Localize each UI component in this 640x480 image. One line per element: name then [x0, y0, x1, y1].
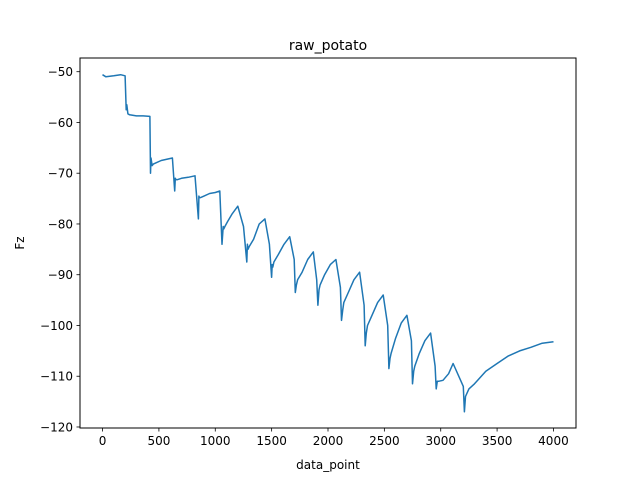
y-tick-label: −60 [48, 116, 73, 130]
plot-frame [79, 57, 577, 429]
chart-title: raw_potato [289, 38, 367, 54]
y-tick-label: −90 [48, 268, 73, 282]
y-tick-label: −120 [40, 420, 73, 434]
y-tick-label: −70 [48, 167, 73, 181]
x-tick-label: 500 [147, 434, 170, 448]
x-axis-label: data_point [296, 458, 360, 472]
y-axis-label: Fz [13, 236, 27, 249]
y-tick-label: −110 [40, 370, 73, 384]
y-tick-label: −100 [40, 319, 73, 333]
y-tick-label: −50 [48, 65, 73, 79]
x-tick-label: 3000 [425, 434, 456, 448]
x-tick-label: 4000 [538, 434, 569, 448]
x-tick-label: 1500 [256, 434, 287, 448]
x-axis-ticks: 0 500 1000 1500 2000 2500 3000 3500 4000 [99, 428, 569, 448]
x-tick-label: 2500 [369, 434, 400, 448]
series-layer [102, 73, 554, 413]
x-tick-label: 1000 [200, 434, 231, 448]
x-tick-label: 3500 [482, 434, 513, 448]
y-tick-label: −80 [48, 217, 73, 231]
x-tick-label: 0 [99, 434, 107, 448]
x-tick-label: 2000 [313, 434, 344, 448]
series-line-0 [102, 73, 554, 413]
y-axis-ticks: −120 −110 −100 −90 −80 −70 −60 −50 [40, 65, 80, 434]
